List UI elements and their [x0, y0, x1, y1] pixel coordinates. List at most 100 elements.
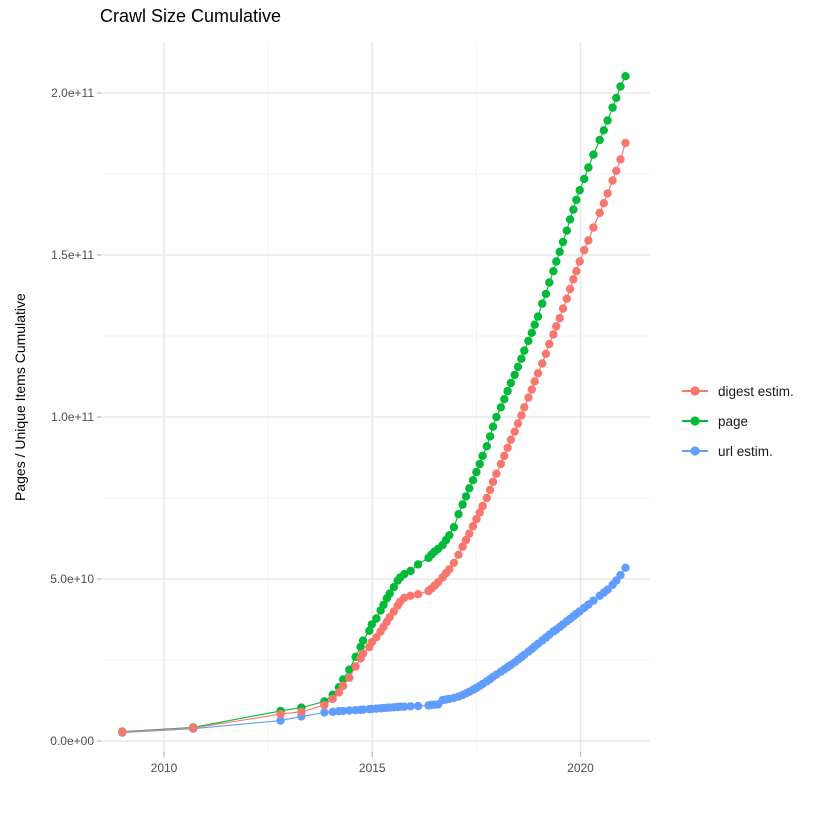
- data-point: [389, 582, 399, 592]
- data-point: [465, 529, 474, 538]
- data-point: [565, 284, 575, 294]
- data-point: [580, 174, 589, 184]
- series-digest-estim: [118, 138, 630, 737]
- data-point: [445, 531, 454, 540]
- x-tick-label: 2015: [358, 761, 386, 775]
- data-point: [608, 176, 617, 185]
- legend-item: url estim.: [680, 436, 794, 466]
- data-point: [530, 377, 539, 386]
- legend-item: page: [680, 406, 794, 436]
- data-point: [506, 378, 516, 388]
- legend-item-label: digest estim.: [718, 383, 794, 399]
- data-point: [334, 688, 344, 697]
- data-point: [413, 701, 423, 711]
- legend-key-icon: [682, 416, 708, 426]
- data-point: [589, 223, 598, 232]
- series-page: [118, 72, 630, 736]
- data-point: [482, 442, 491, 451]
- data-point: [541, 289, 551, 299]
- data-point: [538, 299, 547, 308]
- data-point: [584, 163, 593, 172]
- legend: digest estim. page url estim.: [680, 376, 794, 466]
- data-point: [297, 707, 306, 716]
- data-point: [468, 522, 478, 531]
- data-point: [358, 636, 368, 645]
- data-point: [595, 208, 604, 218]
- data-point: [358, 649, 368, 658]
- data-point: [478, 451, 487, 461]
- data-point: [569, 205, 578, 214]
- legend-key-icon: [682, 446, 708, 456]
- data-point: [549, 267, 558, 276]
- data-point: [558, 304, 568, 313]
- grid-major: [103, 42, 650, 752]
- data-point: [572, 195, 581, 205]
- data-point: [530, 320, 539, 329]
- data-point: [485, 485, 495, 495]
- data-point: [445, 565, 454, 574]
- data-point: [608, 103, 617, 112]
- data-point: [482, 493, 491, 503]
- data-point: [385, 589, 394, 598]
- legend-item-label: url estim.: [718, 443, 773, 459]
- data-point: [580, 245, 589, 255]
- data-point: [385, 613, 394, 622]
- data-point: [496, 459, 506, 469]
- data-point: [549, 330, 558, 339]
- data-point: [616, 155, 625, 164]
- data-point: [372, 633, 381, 642]
- data-point: [320, 700, 329, 710]
- data-point: [555, 247, 564, 256]
- series-url-estim: [118, 563, 630, 737]
- data-point: [351, 662, 360, 671]
- data-point: [545, 278, 554, 287]
- data-point: [345, 673, 354, 682]
- data-point: [356, 642, 365, 652]
- data-point: [575, 257, 584, 266]
- data-point: [562, 226, 571, 235]
- data-point: [599, 126, 608, 135]
- y-tick-label: 0.0e+00: [50, 734, 94, 748]
- data-point: [328, 694, 337, 704]
- data-point: [400, 569, 409, 579]
- data-point: [541, 349, 551, 358]
- data-point: [379, 600, 388, 610]
- data-point: [503, 443, 512, 452]
- data-point: [558, 237, 568, 247]
- data-point: [510, 370, 519, 380]
- y-tick-label: 1.0e+11: [51, 410, 94, 424]
- grid-minor: [103, 42, 650, 752]
- data-point: [475, 459, 484, 469]
- data-point: [621, 72, 630, 81]
- data-point: [524, 393, 533, 402]
- data-point: [527, 328, 536, 337]
- data-point: [338, 706, 348, 716]
- data-point: [400, 593, 409, 602]
- data-point: [461, 535, 471, 545]
- data-point: [406, 591, 415, 600]
- data-point: [517, 354, 526, 363]
- data-point: [189, 723, 198, 733]
- data-point: [338, 681, 348, 691]
- data-point: [500, 395, 509, 404]
- data-point: [475, 508, 484, 517]
- data-point: [595, 135, 604, 145]
- data-point: [517, 411, 526, 420]
- data-point: [454, 550, 463, 559]
- data-point: [465, 484, 474, 493]
- data-point: [118, 727, 127, 737]
- data-point: [575, 186, 584, 195]
- data-point: [413, 590, 423, 599]
- data-point: [400, 702, 409, 711]
- data-point: [616, 570, 625, 580]
- y-tick-label: 2.0e+11: [51, 86, 94, 100]
- data-point: [616, 82, 625, 91]
- data-point: [589, 596, 598, 605]
- legend-item-label: page: [718, 413, 749, 429]
- data-point: [320, 708, 329, 717]
- data-point: [468, 476, 478, 485]
- data-point: [478, 501, 487, 511]
- data-point: [367, 620, 376, 629]
- data-point: [584, 236, 593, 245]
